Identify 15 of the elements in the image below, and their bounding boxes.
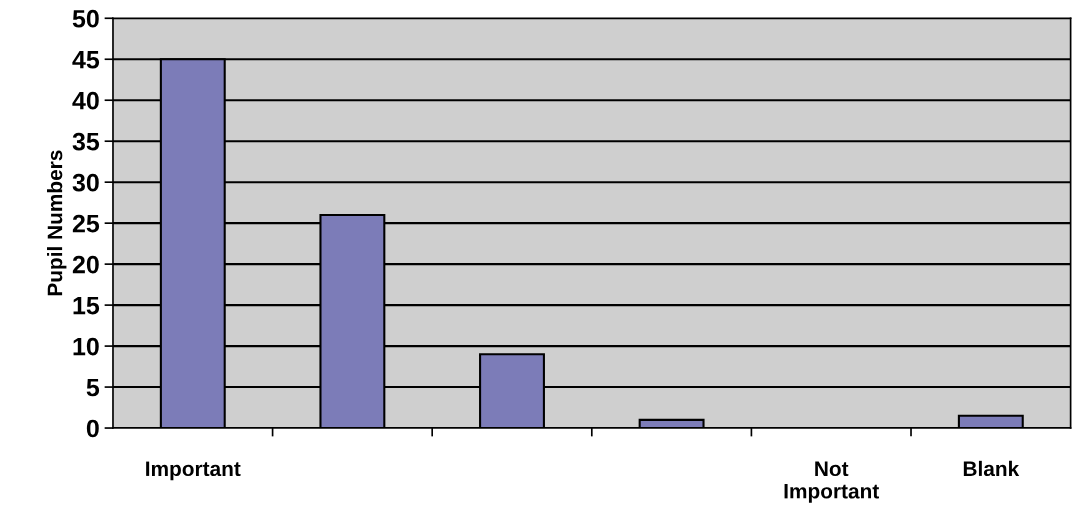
y-tick-label: 20: [72, 255, 99, 274]
x-tick-label: Important: [146, 461, 241, 481]
y-tick-label: 40: [72, 91, 99, 110]
x-tick-label: Blank: [963, 460, 1020, 477]
y-tick-label: 35: [72, 132, 100, 151]
y-tick-label: 50: [72, 9, 99, 28]
y-tick-label: 10: [73, 337, 99, 356]
y-tick-label: 45: [72, 51, 100, 69]
y-tick-label: 5: [86, 378, 100, 397]
y-axis-title: Pupil Numbers: [47, 150, 67, 296]
y-tick-label: 25: [72, 214, 100, 233]
y-tick-label: 0: [86, 419, 99, 438]
x-tick-label: Not Important: [784, 461, 879, 503]
y-tick-label: 15: [73, 296, 100, 315]
y-tick-label: 30: [72, 173, 99, 192]
